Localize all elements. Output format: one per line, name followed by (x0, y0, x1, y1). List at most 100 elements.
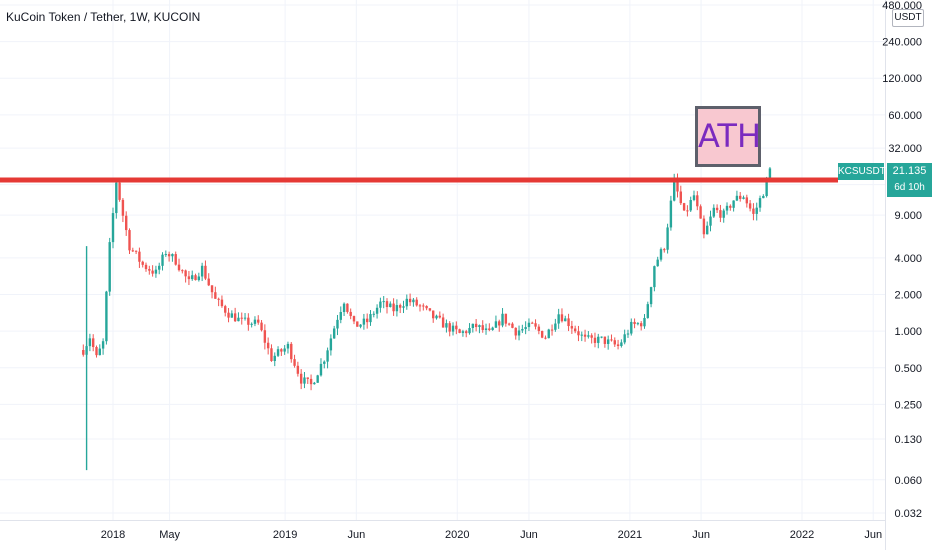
candle-body (365, 318, 369, 323)
candle-body (613, 340, 616, 345)
candle-body (762, 195, 765, 199)
candle-body (296, 365, 300, 374)
candle-body (323, 361, 326, 364)
ath-annotation-box[interactable]: ATH (695, 106, 761, 167)
candle-body (550, 329, 554, 331)
candle-body (765, 177, 768, 196)
currency-unit-badge[interactable]: USDT (892, 9, 924, 27)
candle-body (161, 254, 164, 266)
candle-body (375, 307, 379, 314)
candle-body (455, 325, 458, 330)
candle-body (656, 259, 659, 267)
candle-body (676, 177, 679, 192)
candle-body (451, 325, 455, 332)
candle-body (204, 265, 207, 279)
candle-body (755, 207, 758, 214)
time-tick-label: 2022 (790, 529, 814, 541)
candle-body (105, 291, 108, 342)
last-price-value: 21.135 (892, 165, 927, 177)
candle-body (659, 249, 663, 260)
candle-body (164, 254, 168, 256)
candle-body (280, 349, 283, 352)
candle-body (768, 168, 772, 178)
candle-body (524, 327, 527, 330)
candle-body (735, 195, 739, 201)
candle-body (610, 339, 613, 341)
candle-body (306, 377, 309, 379)
time-tick-label: 2018 (101, 529, 125, 541)
candle-body (712, 207, 716, 217)
candle-body (636, 323, 640, 325)
candle-body (679, 191, 683, 204)
candle-body (570, 326, 574, 329)
candle-body (623, 334, 626, 343)
candle-body (217, 298, 220, 300)
candle-body (326, 350, 329, 362)
price-tick-label: 32.000 (888, 143, 922, 155)
candle-body (527, 322, 531, 328)
candle-body (669, 200, 673, 228)
candle-body (399, 305, 402, 308)
candle-body (141, 261, 144, 265)
candle-body (237, 317, 240, 322)
candle-body (699, 206, 702, 219)
candle-body (514, 327, 517, 336)
candle-body (313, 382, 316, 385)
candle-body (108, 242, 111, 292)
candle-body (408, 298, 412, 303)
candle-body (435, 315, 438, 319)
candle-body (465, 331, 468, 334)
candle-body (593, 337, 597, 343)
candle-body (303, 377, 306, 384)
candle-body (174, 254, 177, 265)
candle-body (517, 330, 521, 336)
last-price-label: 21.135 6d 10h (887, 163, 932, 197)
candle-body (382, 301, 385, 303)
candle-body (488, 328, 491, 330)
symbol-price-label: KCSUSDT (838, 163, 886, 180)
candle-body (392, 303, 395, 312)
candle-body (531, 322, 534, 324)
price-axis[interactable]: 480.000240.000120.00060.00032.00016.0009… (882, 0, 922, 520)
candle-body (706, 225, 709, 235)
candle-body (719, 210, 722, 218)
time-tick-label: Jun (692, 529, 710, 541)
candle-body (389, 303, 392, 308)
candle-body (352, 316, 356, 322)
candle-body (498, 321, 501, 326)
candle-body (191, 275, 194, 280)
candle-body (247, 317, 250, 325)
candle-body (405, 298, 409, 307)
candle-body (715, 207, 719, 211)
candle-body (154, 269, 158, 274)
candle-body (448, 323, 451, 332)
candle-body (534, 323, 537, 327)
candle-body (537, 326, 541, 331)
candle-body (597, 336, 600, 343)
candle-body (224, 306, 227, 313)
candle-body (270, 348, 273, 362)
candle-body (722, 210, 725, 218)
candle-body (346, 303, 349, 312)
time-axis[interactable]: 2018 May 2019 Jun 2020 Jun 2021 Jun 2022 Jun (101, 529, 882, 541)
candle-body (184, 270, 187, 277)
candle-body (686, 210, 689, 212)
time-tick-label: 2019 (273, 529, 297, 541)
candle-body (220, 299, 224, 307)
candle-body (468, 327, 471, 334)
candle-body (606, 339, 610, 344)
candle-body (286, 343, 290, 349)
candle-body (748, 203, 752, 209)
candle-body (299, 373, 303, 384)
candle-body (461, 331, 465, 333)
candle-body (257, 319, 260, 323)
candle-body (263, 330, 267, 343)
price-tick-label: 4.000 (894, 253, 922, 265)
candle-body (187, 276, 191, 280)
candle-body (316, 375, 319, 383)
candle-body (402, 306, 405, 308)
price-tick-label: 240.000 (882, 37, 922, 49)
candle-body (88, 338, 92, 347)
candle-body (639, 323, 643, 327)
